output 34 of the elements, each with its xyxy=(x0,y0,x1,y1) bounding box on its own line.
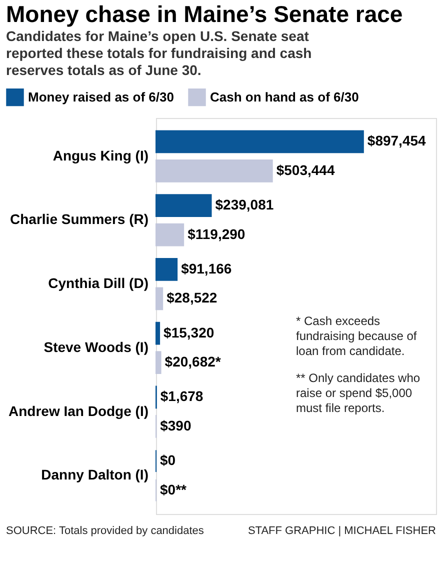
data-label: $0 xyxy=(160,452,176,468)
legend-label: Cash on hand as of 6/30 xyxy=(210,89,359,104)
bar xyxy=(156,130,364,154)
data-label: $897,454 xyxy=(367,132,426,149)
data-label: $0** xyxy=(160,481,188,498)
source-note: SOURCE: Totals provided by candidates xyxy=(6,525,204,537)
data-label: $1,678 xyxy=(160,388,204,404)
bar xyxy=(156,351,162,374)
y-tick-label: Danny Dalton (I) xyxy=(41,466,148,483)
chart-subtitle: Candidates for Maine’s open U.S. Senate seat reported these totals for fundraising and cash reserves totals as of June 30. xyxy=(6,28,312,78)
bar xyxy=(156,287,164,310)
data-label: $239,081 xyxy=(215,196,274,213)
bar xyxy=(156,194,212,218)
data-label: $503,444 xyxy=(276,162,335,178)
y-tick-label: Steve Woods (I) xyxy=(44,338,148,355)
annotation: ** Only candidates who raise or spend $5,000 must file reports. xyxy=(296,371,420,415)
y-tick-label: Angus King (I) xyxy=(52,147,148,164)
annotation: * Cash exceeds fundraising because of loan from candidate. xyxy=(296,314,418,358)
data-label: $15,320 xyxy=(164,324,214,340)
bar xyxy=(156,159,273,182)
bar xyxy=(156,322,160,345)
text: STAFF GRAPHIC | MICHAEL FISHER xyxy=(248,525,436,537)
y-tick-label: Charlie Summers (R) xyxy=(10,211,148,228)
data-label: $390 xyxy=(160,417,192,434)
bar xyxy=(156,258,178,281)
data-label: $91,166 xyxy=(181,260,232,276)
legend-label: Money raised as of 6/30 xyxy=(28,89,174,104)
y-tick-label: Cynthia Dill (D) xyxy=(48,275,148,292)
chart-title: Money chase in Maine’s Senate race xyxy=(6,1,403,27)
y-tick-label: Andrew Ian Dodge (I) xyxy=(8,402,148,419)
bar xyxy=(156,223,184,246)
data-label: $28,522 xyxy=(166,290,218,306)
data-label: $119,290 xyxy=(188,226,246,242)
data-label: $20,682* xyxy=(164,354,222,370)
